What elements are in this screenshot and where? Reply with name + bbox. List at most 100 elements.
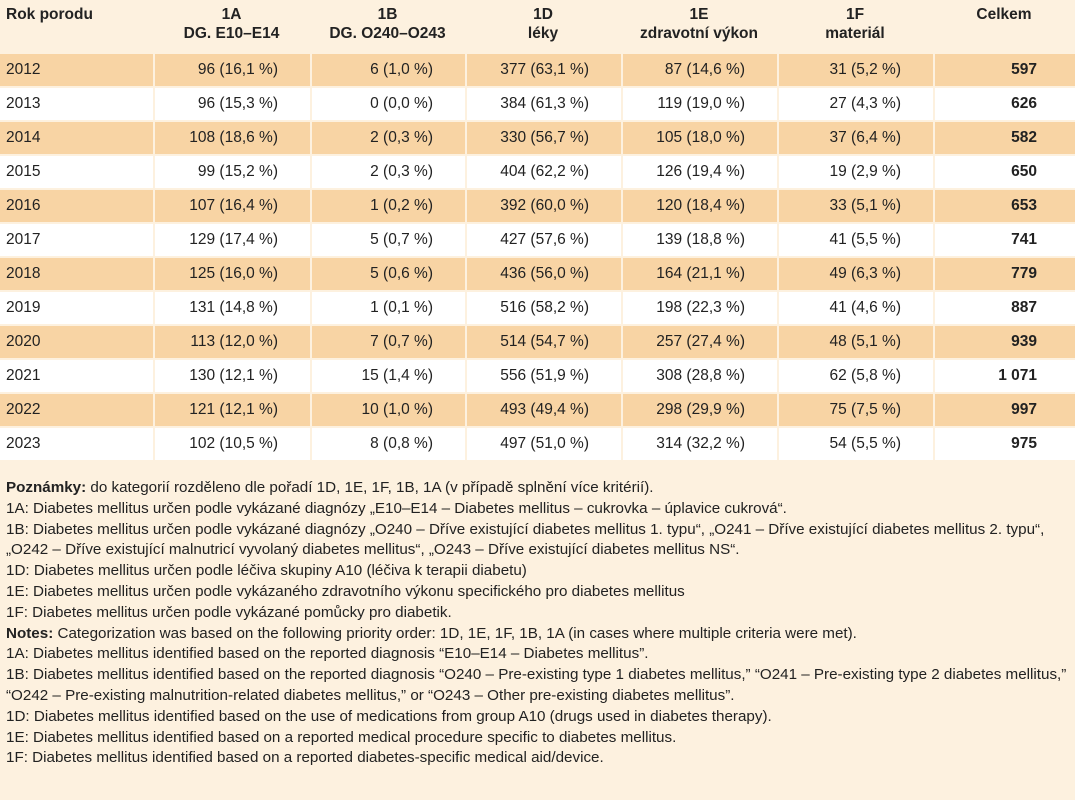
table-row: 2020 113 (12,0 %) 7 (0,7 %) 514 (54,7 %) 257… — [0, 324, 1075, 358]
column-header-5: 1F materiál — [777, 0, 933, 52]
value-cell: 54 (5,5 %) — [777, 426, 933, 460]
note-text: do kategorií rozděleno dle pořadí 1D, 1E… — [86, 479, 654, 496]
table-row: 2022 121 (12,1 %) 10 (1,0 %) 493 (49,4 %) 29… — [0, 392, 1075, 426]
value-cell: 99 (15,2 %) — [153, 154, 310, 188]
column-header-3: 1D léky — [465, 0, 621, 52]
value-cell: 15 (1,4 %) — [310, 358, 465, 392]
value-cell: 31 (5,2 %) — [777, 52, 933, 86]
value-cell: 5 (0,7 %) — [310, 222, 465, 256]
year-cell: 2017 — [0, 222, 153, 256]
year-cell: 2022 — [0, 392, 153, 426]
value-cell: 96 (15,3 %) — [153, 86, 310, 120]
year-cell: 2020 — [0, 324, 153, 358]
column-header-line1: 1F — [845, 6, 865, 23]
column-header-line2: DG. E10–E14 — [183, 25, 280, 42]
table-row: 2018 125 (16,0 %) 5 (0,6 %) 436 (56,0 %) 164… — [0, 256, 1075, 290]
total-cell: 597 — [933, 52, 1075, 86]
value-cell: 1 (0,2 %) — [310, 188, 465, 222]
value-cell: 41 (5,5 %) — [777, 222, 933, 256]
value-cell: 125 (16,0 %) — [153, 256, 310, 290]
value-cell: 7 (0,7 %) — [310, 324, 465, 358]
value-cell: 257 (27,4 %) — [621, 324, 777, 358]
value-cell: 19 (2,9 %) — [777, 154, 933, 188]
value-cell: 384 (61,3 %) — [465, 86, 621, 120]
value-cell: 164 (21,1 %) — [621, 256, 777, 290]
total-cell: 650 — [933, 154, 1075, 188]
note-text: 1D: Diabetes mellitus určen podle léčiva… — [6, 562, 527, 580]
year-cell: 2023 — [0, 426, 153, 460]
value-cell: 87 (14,6 %) — [621, 52, 777, 86]
note-line: 1D: Diabetes mellitus určen podle léčiva… — [6, 561, 1071, 582]
value-cell: 131 (14,8 %) — [153, 290, 310, 324]
column-header-line2: DG. O240–O243 — [329, 25, 446, 42]
year-cell: 2016 — [0, 188, 153, 222]
column-header-line2: léky — [527, 25, 559, 42]
value-cell: 119 (19,0 %) — [621, 86, 777, 120]
table-row: 2016 107 (16,4 %) 1 (0,2 %) 392 (60,0 %) 120… — [0, 188, 1075, 222]
value-cell: 105 (18,0 %) — [621, 120, 777, 154]
column-header-line2: zdravotní výkon — [640, 25, 758, 42]
table-header: Rok porodu 1A DG. E10–E14 1B DG. O240–O243 1D… — [0, 0, 1075, 52]
note-line: 1F: Diabetes mellitus identified based o… — [6, 748, 1071, 769]
note-line: 1F: Diabetes mellitus určen podle vykáza… — [6, 603, 1071, 624]
value-cell: 108 (18,6 %) — [153, 120, 310, 154]
value-cell: 130 (12,1 %) — [153, 358, 310, 392]
value-cell: 113 (12,0 %) — [153, 324, 310, 358]
value-cell: 37 (6,4 %) — [777, 120, 933, 154]
note-text: 1A: Diabetes mellitus identified based o… — [6, 645, 649, 663]
value-cell: 126 (19,4 %) — [621, 154, 777, 188]
value-cell: 392 (60,0 %) — [465, 188, 621, 222]
note-text: 1F: Diabetes mellitus identified based o… — [6, 749, 604, 767]
total-cell: 582 — [933, 120, 1075, 154]
note-line: Notes: Categorization was based on the f… — [6, 624, 1071, 645]
note-line: 1B: Diabetes mellitus identified based o… — [6, 665, 1071, 707]
value-cell: 404 (62,2 %) — [465, 154, 621, 188]
value-cell: 8 (0,8 %) — [310, 426, 465, 460]
note-text: Categorization was based on the followin… — [53, 624, 857, 642]
value-cell: 27 (4,3 %) — [777, 86, 933, 120]
value-cell: 2 (0,3 %) — [310, 154, 465, 188]
value-cell: 198 (22,3 %) — [621, 290, 777, 324]
value-cell: 107 (16,4 %) — [153, 188, 310, 222]
value-cell: 75 (7,5 %) — [777, 392, 933, 426]
value-cell: 2 (0,3 %) — [310, 120, 465, 154]
diabetes-table: Rok porodu 1A DG. E10–E14 1B DG. O240–O243 1D… — [0, 0, 1075, 460]
value-cell: 514 (54,7 %) — [465, 324, 621, 358]
value-cell: 493 (49,4 %) — [465, 392, 621, 426]
column-header-line1: 1E — [689, 6, 709, 23]
value-cell: 497 (51,0 %) — [465, 426, 621, 460]
note-line: 1A: Diabetes mellitus určen podle vykáza… — [6, 499, 1071, 520]
value-cell: 5 (0,6 %) — [310, 256, 465, 290]
total-cell: 1 071 — [933, 358, 1075, 392]
table-row: 2021 130 (12,1 %) 15 (1,4 %) 556 (51,9 %) 30… — [0, 358, 1075, 392]
header-row: Rok porodu 1A DG. E10–E14 1B DG. O240–O243 1D… — [0, 0, 1075, 52]
value-cell: 121 (12,1 %) — [153, 392, 310, 426]
note-text: 1B: Diabetes mellitus identified based o… — [6, 666, 1067, 704]
table-row: 2023 102 (10,5 %) 8 (0,8 %) 497 (51,0 %) 314… — [0, 426, 1075, 460]
year-cell: 2015 — [0, 154, 153, 188]
column-header-line1: 1A — [221, 6, 242, 23]
column-header-line1: Rok porodu — [6, 6, 93, 23]
note-text: 1A: Diabetes mellitus určen podle vykáza… — [6, 499, 787, 517]
table-row: 2015 99 (15,2 %) 2 (0,3 %) 404 (62,2 %) 126 … — [0, 154, 1075, 188]
column-header-6: Celkem — [933, 0, 1075, 52]
value-cell: 0 (0,0 %) — [310, 86, 465, 120]
year-cell: 2019 — [0, 290, 153, 324]
column-header-0: Rok porodu — [0, 0, 153, 52]
value-cell: 377 (63,1 %) — [465, 52, 621, 86]
year-cell: 2014 — [0, 120, 153, 154]
value-cell: 6 (1,0 %) — [310, 52, 465, 86]
value-cell: 314 (32,2 %) — [621, 426, 777, 460]
note-text: 1E: Diabetes mellitus určen podle vykáza… — [6, 582, 685, 600]
note-text: 1D: Diabetes mellitus identified based o… — [6, 707, 772, 725]
value-cell: 427 (57,6 %) — [465, 222, 621, 256]
notes-section: Poznámky: do kategorií rozděleno dle poř… — [6, 478, 1071, 769]
table-row: 2019 131 (14,8 %) 1 (0,1 %) 516 (58,2 %) 198… — [0, 290, 1075, 324]
value-cell: 49 (6,3 %) — [777, 256, 933, 290]
value-cell: 1 (0,1 %) — [310, 290, 465, 324]
total-cell: 887 — [933, 290, 1075, 324]
total-cell: 939 — [933, 324, 1075, 358]
note-line: 1A: Diabetes mellitus identified based o… — [6, 644, 1071, 665]
column-header-line1: 1D — [533, 6, 553, 23]
